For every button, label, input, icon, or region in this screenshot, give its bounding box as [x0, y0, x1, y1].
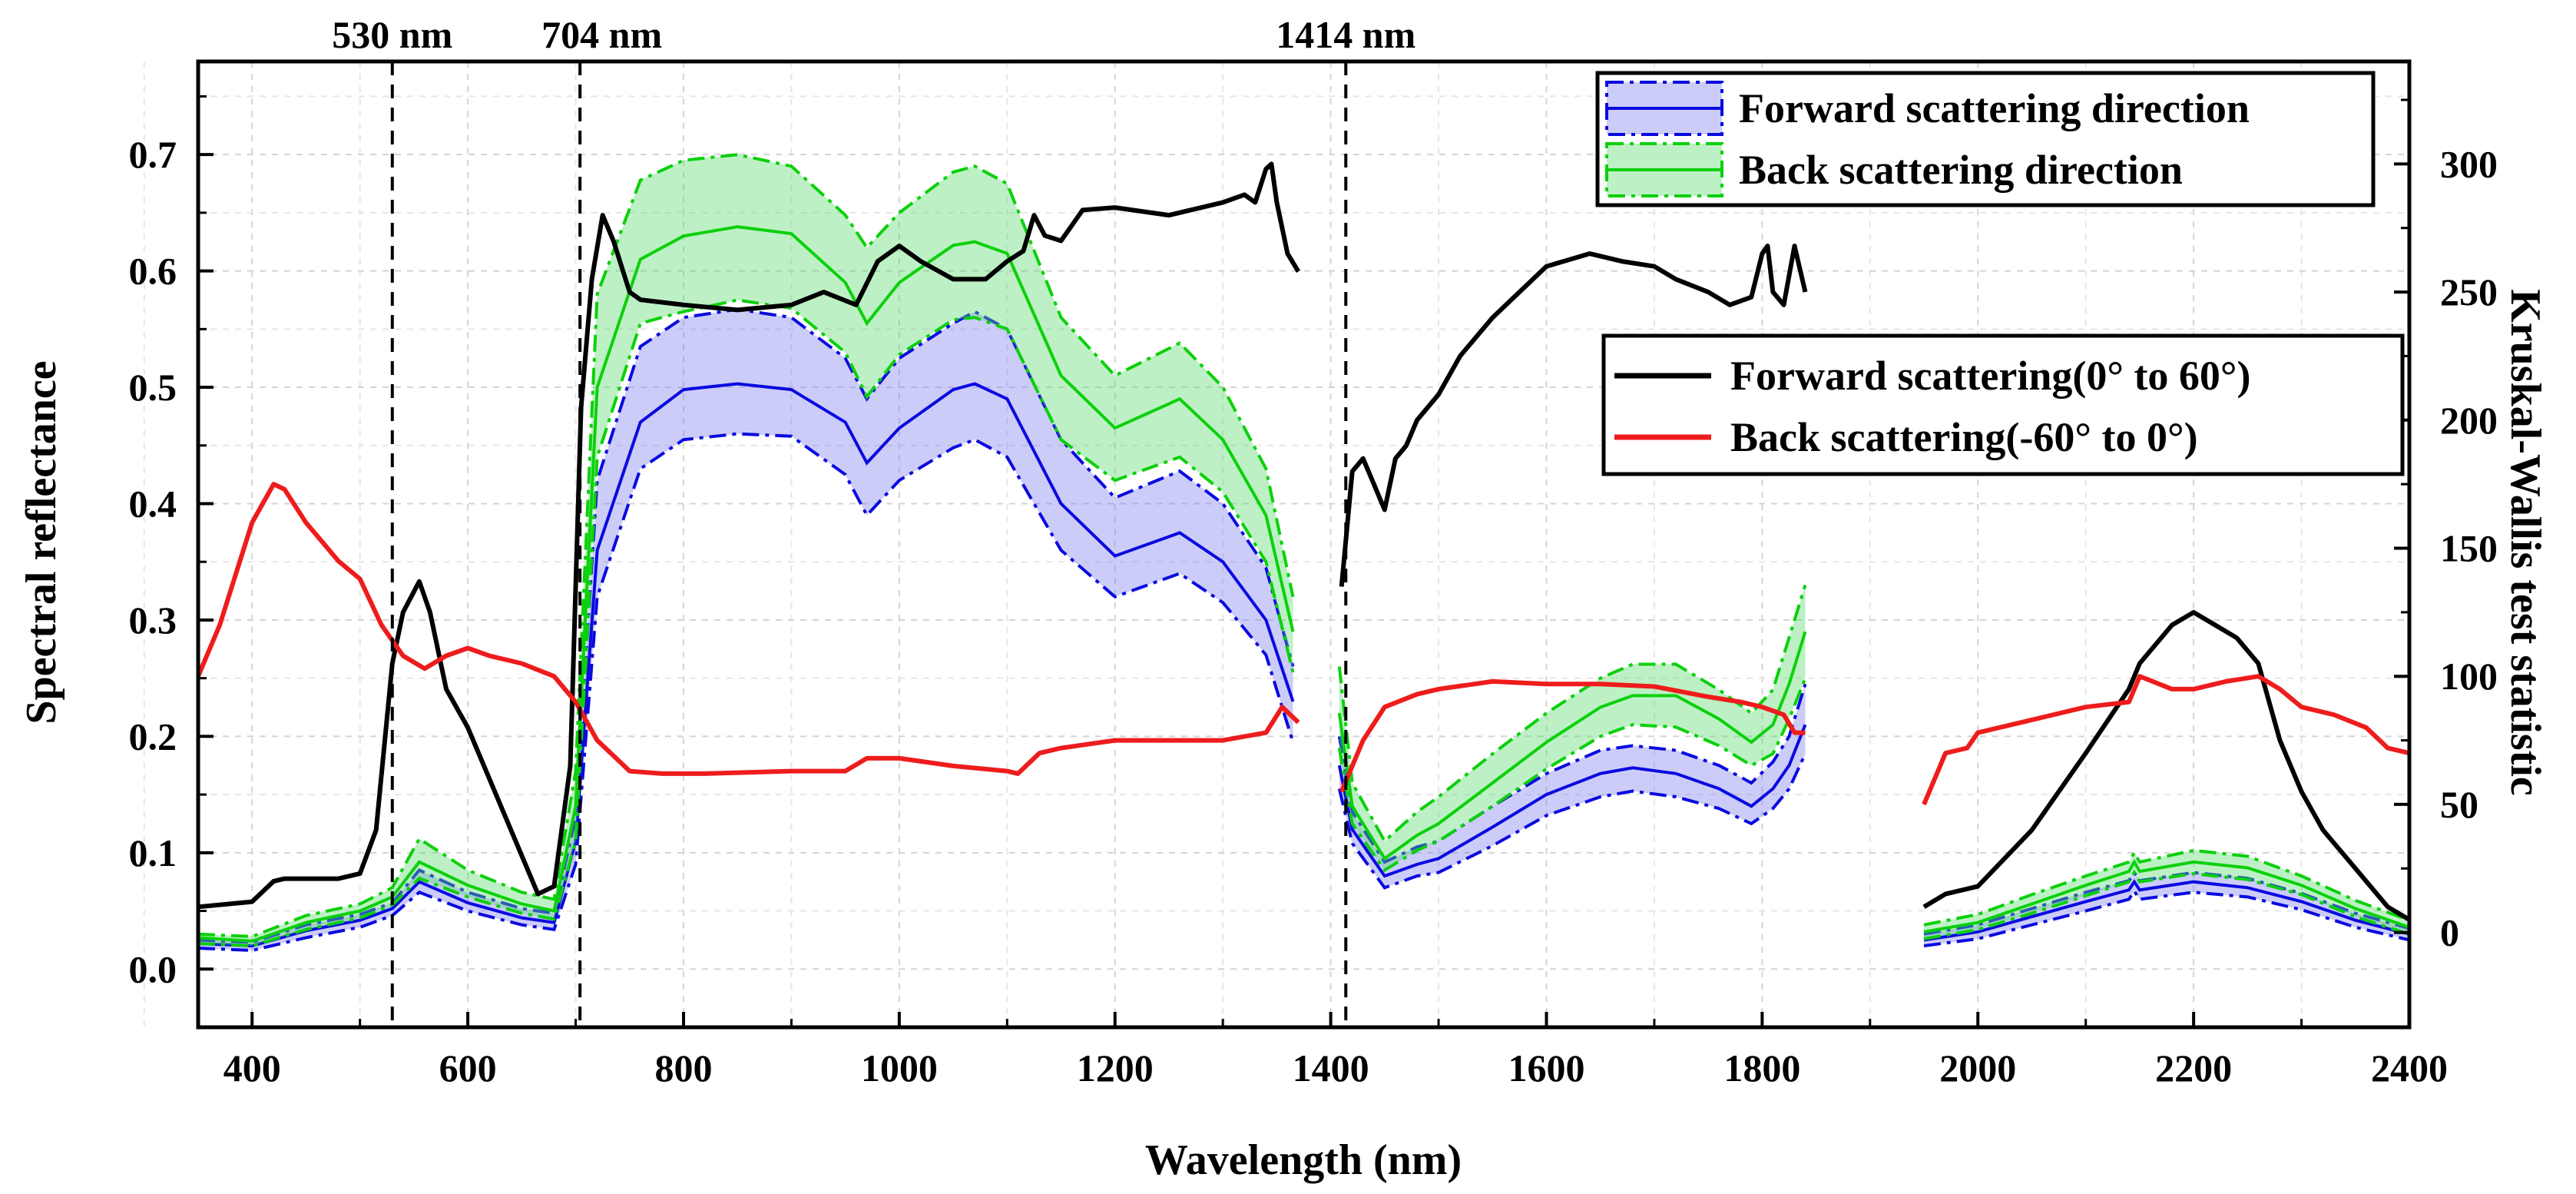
band-area — [1924, 872, 2409, 946]
y2-tick-label: 300 — [2440, 142, 2498, 185]
band-mean-line — [1337, 631, 1807, 861]
band-area — [198, 309, 1293, 951]
grid — [143, 61, 2410, 1027]
band-back-3 — [1337, 584, 1807, 873]
x-tick-label: 2400 — [2371, 1046, 2448, 1090]
forward-kw-series-segment — [1339, 244, 1808, 587]
reference-lines: 530 nm 704 nm 1414 nm — [332, 13, 1415, 1027]
x-tick-label: 1000 — [861, 1046, 938, 1090]
data-series — [196, 161, 2411, 922]
band-lower-line — [1923, 888, 2410, 947]
band-mean-line — [197, 225, 1295, 943]
band-upper-line — [1337, 584, 1807, 844]
x-tick-label: 600 — [439, 1046, 497, 1090]
band-back-5 — [1923, 848, 2410, 940]
band-upper-line — [197, 153, 1295, 938]
x-tick-label: 1200 — [1077, 1046, 1154, 1090]
confidence-bands — [197, 153, 2410, 953]
x-tick-label: 2000 — [1939, 1046, 2016, 1090]
y-tick-label: 0.7 — [129, 133, 177, 176]
vline-label-1414: 1414 nm — [1276, 13, 1415, 56]
x-axis-title: Wavelength (nm) — [1145, 1136, 1462, 1184]
band-lower-line — [1337, 677, 1807, 873]
y2-tick-label: 0 — [2440, 911, 2459, 954]
band-mean-line — [197, 382, 1295, 948]
plot-frame — [196, 59, 2412, 1030]
y2-tick-label: 100 — [2440, 655, 2498, 698]
y-axis-title: Spectral reflectance — [18, 360, 65, 724]
y-tick-label: 0.5 — [129, 366, 177, 409]
y2-axis-title: Kruskal-Wallis test statistic — [2502, 289, 2549, 796]
band-lower-line — [1337, 753, 1807, 890]
vline-label-530: 530 nm — [332, 13, 452, 56]
back-kw-series-segment — [1922, 674, 2410, 806]
legend-bands: Forward scattering direction Back scatter… — [1595, 71, 2376, 207]
band-mean-line — [1337, 724, 1807, 878]
x-tick-label: 1600 — [1508, 1046, 1584, 1090]
band-upper-line — [1923, 848, 2410, 927]
x-tick-label: 1400 — [1293, 1046, 1369, 1090]
band-lower-line — [197, 298, 1295, 948]
vline-label-704: 704 nm — [541, 13, 662, 56]
legend-series-box — [1601, 333, 2405, 476]
y-tick-label: 0.6 — [129, 250, 177, 293]
legend-bands-box — [1595, 71, 2376, 207]
band-lower-line — [1923, 869, 2410, 940]
legend-label-back-band: Back scattering direction — [1739, 147, 2183, 193]
forward-kw-series-segment — [1922, 609, 2411, 922]
band-area — [1339, 585, 1806, 871]
band-forward-2 — [1337, 683, 1807, 890]
y-tick-label: 0.4 — [129, 482, 177, 525]
band-back-1 — [197, 153, 1295, 948]
back-kw-series-segment — [196, 482, 1300, 776]
axis-ticks: 400 600 800 1000 1200 1400 1600 1800 2000 2200 240… — [129, 95, 2498, 1090]
y-tick-label: 0.0 — [129, 947, 177, 990]
x-tick-label: 800 — [654, 1046, 712, 1090]
band-mean-line — [1923, 879, 2410, 942]
legend-series: Forward scattering(0° to 60°) Back scatte… — [1601, 333, 2405, 476]
back-kw-series-segment — [1339, 678, 1806, 793]
legend-label-back-kw: Back scattering(-60° to 0°) — [1730, 414, 2198, 460]
y2-tick-label: 50 — [2440, 783, 2478, 826]
x-tick-label: 1800 — [1723, 1046, 1800, 1090]
legends: Forward scattering direction Back scatter… — [1595, 71, 2405, 476]
y2-tick-label: 250 — [2440, 270, 2498, 313]
band-lower-line — [197, 432, 1295, 953]
y-tick-label: 0.2 — [129, 715, 177, 758]
x-tick-label: 400 — [223, 1046, 281, 1090]
y2-tick-label: 200 — [2440, 399, 2498, 442]
legend-label-forward-band: Forward scattering direction — [1739, 85, 2250, 131]
forward-kw-series-segment — [197, 161, 1301, 910]
y-tick-label: 0.3 — [129, 599, 177, 642]
band-upper-line — [1337, 683, 1807, 864]
legend-label-forward-kw: Forward scattering(0° to 60°) — [1730, 353, 2251, 399]
band-mean-line — [1923, 858, 2410, 934]
x-tick-label: 2200 — [2155, 1046, 2232, 1090]
y-tick-label: 0.1 — [129, 831, 177, 874]
y2-tick-label: 150 — [2440, 527, 2498, 570]
